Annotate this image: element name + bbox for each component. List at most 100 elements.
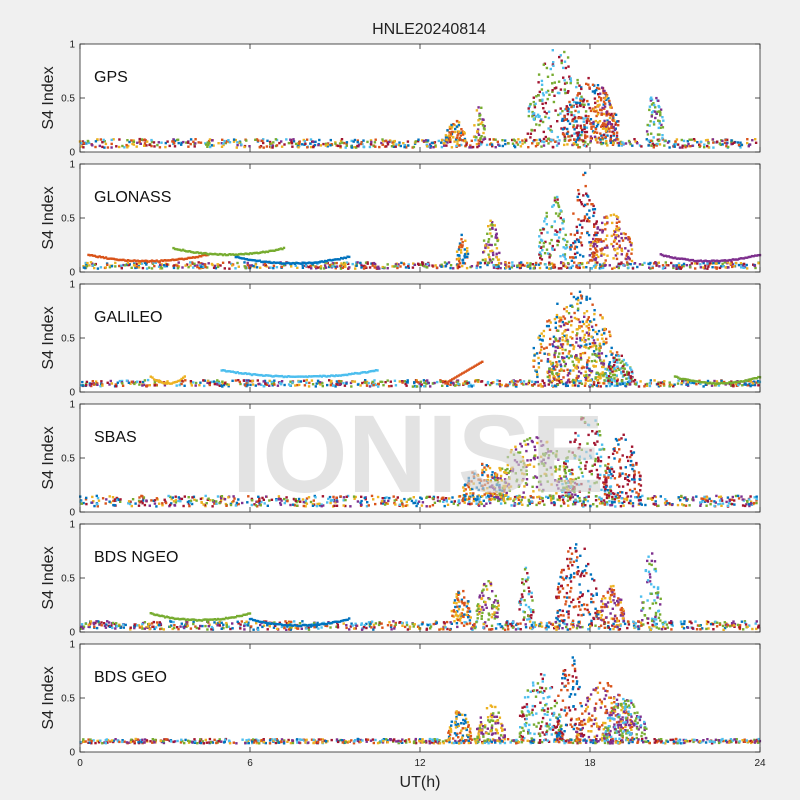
data-point	[236, 141, 239, 144]
data-point	[305, 381, 308, 384]
data-point	[189, 142, 192, 146]
data-point	[599, 359, 602, 362]
data-point	[548, 380, 552, 384]
data-point	[569, 79, 573, 83]
data-point	[352, 495, 356, 498]
data-point	[577, 218, 580, 221]
data-point	[602, 365, 605, 369]
data-point	[566, 342, 569, 346]
data-point	[569, 266, 573, 270]
data-point	[266, 250, 270, 254]
data-point	[620, 497, 623, 500]
data-point	[475, 265, 479, 268]
data-point	[319, 267, 323, 270]
data-point	[722, 265, 725, 268]
data-point	[292, 138, 295, 141]
data-point	[150, 267, 154, 270]
data-point	[562, 237, 565, 241]
data-point	[387, 499, 390, 503]
data-point	[467, 385, 471, 388]
data-point	[609, 372, 612, 375]
data-point	[482, 138, 485, 141]
data-point	[150, 144, 153, 148]
data-point	[627, 255, 630, 259]
data-point	[94, 380, 98, 383]
data-point	[648, 108, 651, 112]
data-point	[268, 374, 271, 377]
data-point	[255, 266, 259, 269]
data-point	[529, 102, 532, 106]
data-point	[576, 266, 579, 270]
data-point	[479, 137, 482, 141]
data-point	[412, 501, 415, 505]
data-point	[396, 266, 399, 270]
data-point	[542, 130, 545, 134]
data-point	[448, 497, 451, 500]
data-point	[317, 143, 320, 147]
data-point	[582, 266, 585, 269]
data-point	[223, 382, 227, 385]
data-point	[208, 383, 211, 387]
data-point	[513, 498, 516, 501]
data-point	[521, 455, 525, 459]
data-point	[569, 244, 573, 247]
data-point	[603, 264, 606, 267]
data-point	[603, 107, 606, 110]
data-point	[111, 496, 115, 499]
data-point	[593, 344, 596, 347]
data-point	[477, 144, 481, 148]
data-point	[580, 95, 583, 98]
data-point	[658, 120, 661, 123]
data-point	[563, 238, 566, 242]
data-point	[742, 266, 745, 269]
data-point	[470, 502, 473, 505]
data-point	[577, 500, 580, 503]
data-point	[296, 266, 299, 269]
data-point	[707, 382, 710, 385]
data-point	[248, 266, 251, 269]
data-point	[131, 259, 135, 263]
data-point	[715, 382, 718, 386]
data-point	[157, 265, 161, 268]
data-point	[528, 502, 531, 506]
data-point	[580, 232, 583, 235]
data-point	[575, 265, 578, 269]
data-point	[360, 371, 363, 374]
data-point	[414, 499, 418, 502]
data-point	[157, 260, 160, 263]
data-point	[241, 257, 244, 260]
data-point	[414, 140, 417, 143]
data-point	[613, 367, 616, 371]
data-point	[575, 358, 578, 361]
data-point	[561, 357, 564, 361]
data-point	[200, 501, 203, 504]
data-point	[490, 243, 493, 247]
data-point	[244, 257, 247, 261]
data-point	[187, 496, 190, 499]
data-point	[554, 109, 557, 112]
data-point	[554, 229, 557, 232]
data-point	[591, 130, 595, 133]
data-point	[749, 502, 753, 505]
data-point	[612, 365, 615, 368]
data-point	[663, 144, 666, 147]
data-point	[440, 141, 443, 144]
data-point	[658, 265, 661, 268]
data-point	[552, 494, 555, 498]
data-point	[748, 382, 751, 386]
data-point	[639, 380, 642, 383]
data-point	[561, 352, 565, 355]
data-point	[365, 380, 369, 384]
data-point	[755, 254, 758, 257]
data-point	[217, 380, 221, 383]
data-point	[118, 138, 121, 141]
data-point	[576, 309, 580, 312]
data-point	[488, 138, 491, 141]
data-point	[659, 495, 662, 498]
data-point	[579, 301, 582, 305]
data-point	[93, 254, 96, 258]
data-point	[297, 380, 300, 383]
data-point	[579, 336, 582, 340]
data-point	[143, 138, 146, 141]
data-point	[143, 379, 147, 382]
